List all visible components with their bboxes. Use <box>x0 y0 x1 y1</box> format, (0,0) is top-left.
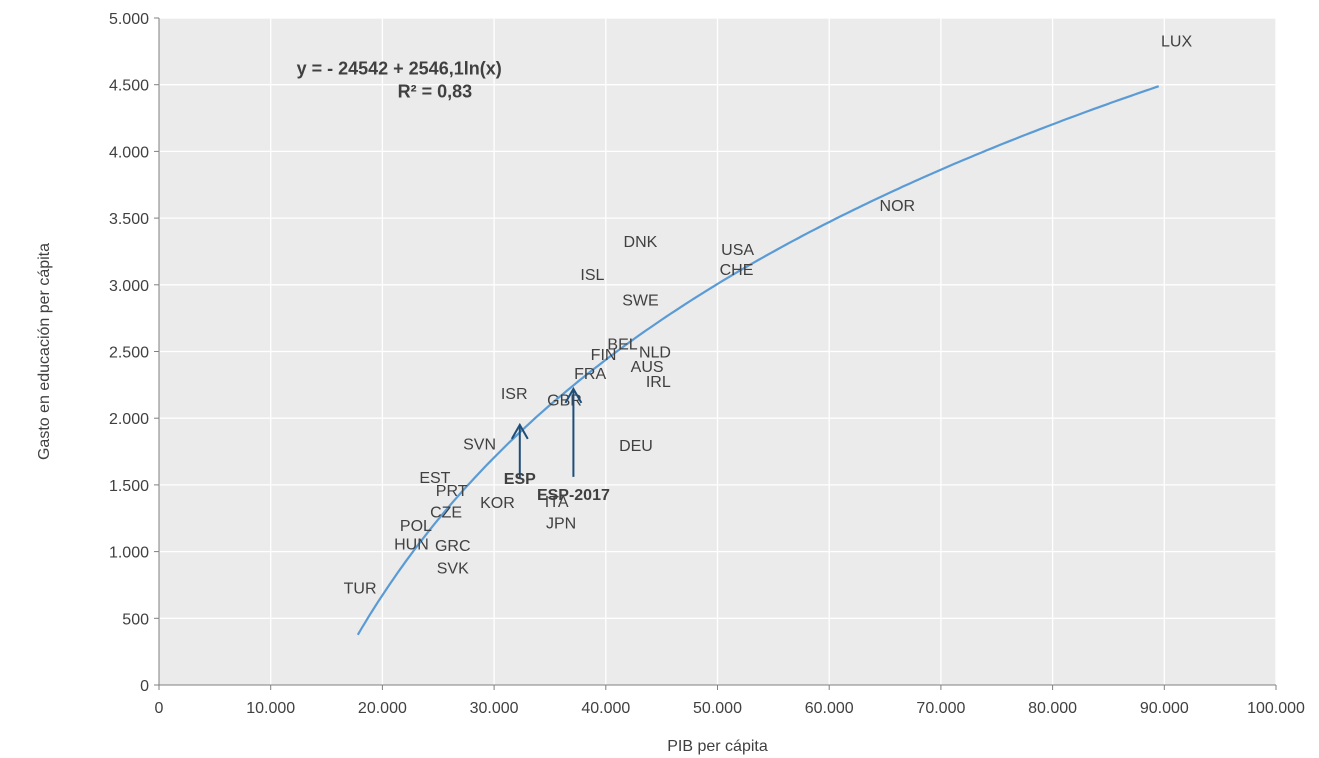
country-label-aus: AUS <box>631 359 664 376</box>
country-label-tur: TUR <box>344 581 377 598</box>
x-tick-label: 100.000 <box>1247 700 1305 717</box>
x-tick-label: 0 <box>155 700 164 717</box>
country-label-svk: SVK <box>437 561 469 578</box>
country-label-lux: LUX <box>1161 34 1192 51</box>
x-tick-label: 90.000 <box>1140 700 1189 717</box>
x-tick-label: 40.000 <box>581 700 630 717</box>
country-label-grc: GRC <box>435 538 471 555</box>
trendline-equation: y = - 24542 + 2546,1ln(x) <box>297 59 502 79</box>
y-tick-label: 4.500 <box>109 78 149 95</box>
country-label-dnk: DNK <box>624 234 658 251</box>
country-label-isr: ISR <box>501 386 528 403</box>
y-axis-title: Gasto en educación per cápita <box>36 243 53 460</box>
y-tick-label: 0 <box>140 678 149 695</box>
y-tick-label: 5.000 <box>109 11 149 28</box>
y-tick-label: 3.500 <box>109 211 149 228</box>
trendline-r-squared: R² = 0,83 <box>398 81 473 101</box>
highlight-label-esp: ESP <box>504 471 536 488</box>
country-label-jpn: JPN <box>546 515 576 532</box>
country-label-est: EST <box>419 470 450 487</box>
country-labels: LUX NOR DNK USA CHE ISL SWE BEL NLD FIN AUS FRA IRL I… <box>344 34 1193 598</box>
arrow-head-esp <box>510 422 529 440</box>
x-tick-label: 70.000 <box>916 700 965 717</box>
y-tick-label: 1.500 <box>109 478 149 495</box>
country-label-usa: USA <box>721 242 754 259</box>
country-label-cze: CZE <box>430 505 462 522</box>
country-label-isl: ISL <box>580 267 604 284</box>
grid-lines <box>159 17 1277 685</box>
y-axis-ticks: 0 500 1.000 1.500 2.000 2.500 3.000 3.500 4.000 4… <box>109 11 159 695</box>
x-tick-label: 20.000 <box>358 700 407 717</box>
y-tick-label: 1.000 <box>109 545 149 562</box>
country-label-che: CHE <box>720 262 754 279</box>
country-label-prt: PRT <box>436 483 468 500</box>
x-tick-label: 30.000 <box>470 700 519 717</box>
y-tick-label: 2.000 <box>109 411 149 428</box>
x-axis-ticks: 0 10.000 20.000 30.000 40.000 50.000 60.000 70.… <box>155 685 1305 717</box>
arrow-head-esp-2017 <box>564 386 583 404</box>
country-label-swe: SWE <box>622 292 658 309</box>
country-label-bel: BEL <box>607 336 637 353</box>
country-label-hun: HUN <box>394 537 429 554</box>
country-label-nor: NOR <box>880 198 916 215</box>
country-label-fra: FRA <box>574 366 606 383</box>
y-tick-label: 3.000 <box>109 278 149 295</box>
country-label-kor: KOR <box>480 495 515 512</box>
highlight-label-esp-2017: ESP-2017 <box>537 487 610 504</box>
y-tick-label: 500 <box>122 611 149 628</box>
x-tick-label: 60.000 <box>805 700 854 717</box>
country-label-fin: FIN <box>591 347 617 364</box>
country-label-ita: ITA <box>545 494 569 511</box>
x-tick-label: 80.000 <box>1028 700 1077 717</box>
country-label-pol: POL <box>400 518 432 535</box>
x-axis-title: PIB per cápita <box>667 738 768 755</box>
country-label-svn: SVN <box>463 437 496 454</box>
country-label-irl: IRL <box>646 374 671 391</box>
y-tick-label: 4.000 <box>109 144 149 161</box>
country-label-nld: NLD <box>639 345 671 362</box>
y-tick-label: 2.500 <box>109 345 149 362</box>
trendline <box>356 85 1160 636</box>
x-tick-label: 50.000 <box>693 700 742 717</box>
country-label-deu: DEU <box>619 438 653 455</box>
x-tick-label: 10.000 <box>246 700 295 717</box>
